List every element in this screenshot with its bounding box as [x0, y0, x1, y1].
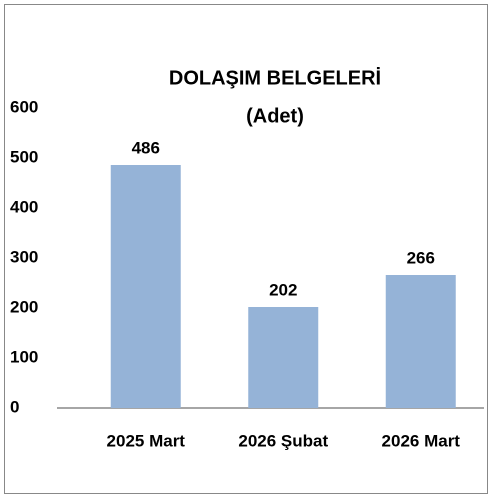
chart-title: DOLAŞIM BELGELERİ — [169, 66, 381, 89]
chart-subtitle: (Adet) — [246, 105, 304, 127]
data-label: 202 — [269, 280, 297, 299]
x-tick-label: 2026 Mart — [382, 431, 461, 450]
data-label: 486 — [132, 138, 160, 157]
y-tick-label: 0 — [10, 397, 19, 416]
y-tick-label: 200 — [10, 297, 38, 316]
y-tick-label: 100 — [10, 347, 38, 366]
data-label: 266 — [407, 248, 435, 267]
y-tick-label: 600 — [10, 97, 38, 116]
x-tick-label: 2025 Mart — [107, 431, 186, 450]
chart-border — [4, 4, 488, 494]
x-tick-label: 2026 Şubat — [238, 431, 328, 450]
y-tick-label: 400 — [10, 197, 38, 216]
bar — [385, 275, 456, 408]
y-tick-label: 300 — [10, 247, 38, 266]
bar — [110, 165, 181, 408]
bar — [248, 307, 319, 408]
y-tick-label: 500 — [10, 147, 38, 166]
